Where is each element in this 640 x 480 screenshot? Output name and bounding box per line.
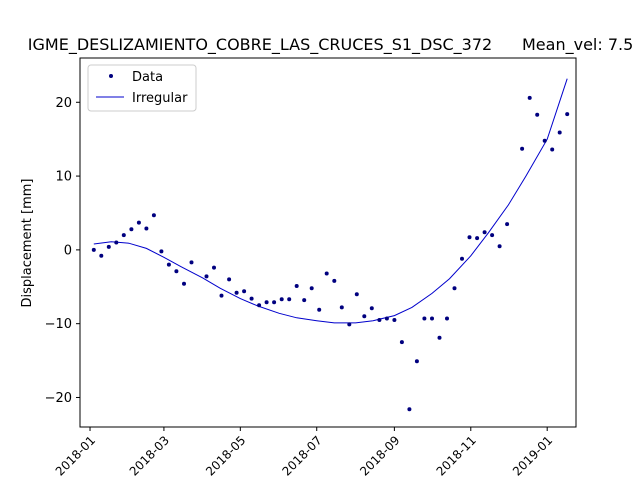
data-point: [542, 138, 547, 143]
data-point: [565, 112, 570, 117]
y-tick-label: −20: [45, 391, 72, 406]
data-point: [287, 297, 292, 302]
data-point: [384, 316, 389, 321]
data-point: [136, 220, 141, 225]
data-point: [407, 407, 412, 412]
data-point: [377, 318, 382, 322]
data-point: [227, 277, 232, 282]
legend-marker-data: [109, 74, 113, 78]
data-point: [174, 269, 179, 274]
data-point: [249, 296, 254, 301]
data-point: [272, 300, 277, 305]
data-point: [114, 240, 119, 245]
data-point: [159, 249, 164, 254]
data-point: [399, 340, 404, 345]
chart-subtitle: Mean_vel: 7.5: [522, 35, 633, 55]
data-point: [317, 307, 322, 312]
data-point: [490, 233, 495, 238]
data-point: [347, 322, 352, 327]
y-tick-label: −10: [45, 317, 72, 332]
legend: Data Irregular: [87, 64, 197, 112]
data-point: [294, 284, 299, 288]
data-point: [482, 230, 487, 235]
data-point: [166, 262, 171, 267]
data-point: [392, 318, 397, 322]
data-point: [151, 213, 156, 218]
data-point: [422, 316, 427, 321]
data-point: [257, 303, 262, 308]
data-point: [339, 305, 344, 310]
y-axis-label: Displacement [mm]: [20, 179, 35, 308]
plot-area: [79, 57, 577, 428]
data-point: [332, 278, 337, 283]
axes-frame: [79, 57, 577, 428]
data-point: [467, 235, 472, 240]
data-point: [362, 314, 367, 319]
data-point: [445, 316, 449, 321]
data-point: [121, 233, 126, 238]
data-point: [219, 293, 224, 298]
y-tick-label: 10: [55, 170, 72, 185]
data-point: [212, 265, 216, 270]
data-point: [204, 274, 209, 279]
data-point: [309, 286, 314, 291]
y-tick-label: 20: [55, 96, 72, 111]
data-point: [324, 271, 329, 276]
data-point: [264, 300, 269, 305]
data-point: [460, 256, 464, 261]
data-point: [91, 247, 96, 252]
data-point: [369, 306, 374, 311]
series-line-irregular: [93, 78, 568, 324]
y-axis: −20 −10 0 10 20: [45, 96, 80, 406]
legend-label-data: Data: [132, 70, 163, 85]
data-point: [302, 298, 307, 303]
data-point: [497, 244, 502, 249]
data-point: [279, 297, 284, 302]
data-layer: [91, 78, 570, 412]
data-point: [189, 260, 194, 265]
y-tick-label: 0: [64, 243, 72, 258]
data-point: [414, 359, 419, 364]
data-point: [99, 253, 104, 258]
data-point: [242, 289, 247, 294]
legend-label-irregular: Irregular: [132, 91, 188, 106]
data-point: [520, 146, 525, 151]
data-point: [430, 316, 434, 321]
data-point: [475, 236, 480, 241]
data-point: [234, 290, 239, 295]
chart-title: IGME_DESLIZAMIENTO_COBRE_LAS_CRUCES_S1_D…: [28, 35, 492, 55]
data-point: [144, 226, 149, 231]
data-point: [106, 244, 111, 249]
legend-box: [87, 64, 197, 112]
data-point: [535, 112, 540, 117]
data-point: [182, 281, 186, 286]
data-point: [437, 335, 442, 340]
data-point: [527, 95, 532, 100]
data-point: [354, 292, 359, 297]
data-point: [129, 227, 134, 232]
data-point: [557, 130, 562, 135]
data-point: [505, 222, 510, 227]
data-point: [452, 286, 457, 291]
data-point: [550, 147, 555, 152]
